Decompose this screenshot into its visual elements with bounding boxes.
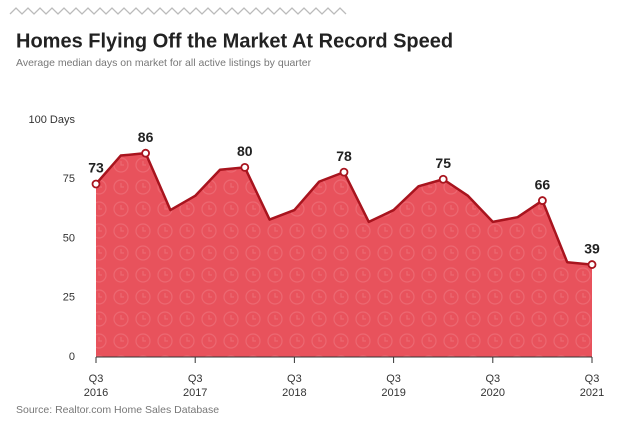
data-label: 73 [88, 160, 104, 176]
x-tick-label: Q3 2019 [381, 373, 405, 399]
chart-subtitle: Average median days on market for all ac… [16, 57, 312, 69]
point [438, 174, 448, 184]
point [240, 162, 250, 172]
decoration [9, 7, 347, 15]
point [587, 260, 597, 269]
point [141, 148, 151, 158]
data-label: 75 [435, 155, 451, 171]
y-tick-label: 75 [63, 173, 75, 185]
y-tick-label: 50 [63, 232, 75, 244]
source: Source: Realtor.com Home Sales Database [16, 404, 219, 416]
y-tick-label: 100 Days [29, 114, 76, 126]
x-tick-label: Q3 2016 [84, 373, 108, 399]
chart-title: Homes Flying Off the Market At Record Sp… [16, 30, 453, 52]
data-label: 78 [336, 148, 352, 164]
data-label: 80 [237, 143, 253, 159]
point [538, 196, 547, 205]
x-tick-label: Q3 2021 [580, 373, 604, 399]
x-tick-label: Q3 2020 [481, 373, 505, 399]
area-pattern [96, 153, 592, 357]
y-tick-label: 0 [69, 351, 75, 363]
point [339, 167, 349, 177]
point [91, 179, 101, 189]
data-label: 66 [535, 176, 551, 192]
y-tick-label: 25 [63, 292, 75, 304]
data-label: 39 [584, 240, 600, 256]
data-label: 86 [138, 129, 154, 145]
x-tick-label: Q3 2018 [282, 373, 306, 399]
x-tick-label: Q3 2017 [183, 373, 207, 399]
